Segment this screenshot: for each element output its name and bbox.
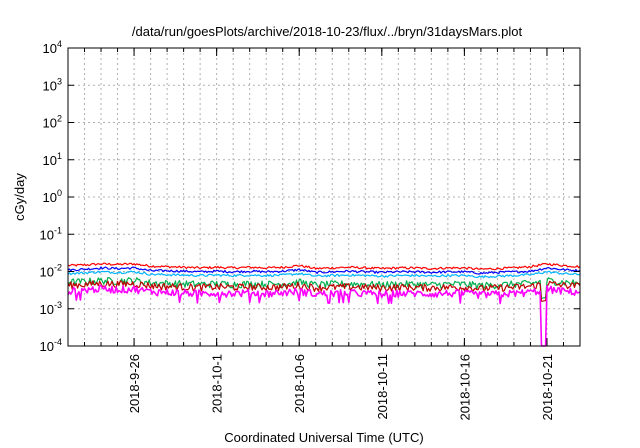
series-line — [67, 266, 581, 275]
y-tick-label: 10-1 — [40, 225, 62, 242]
x-tick-label: 2018-10-21 — [540, 354, 555, 421]
x-axis: 2018-9-26 2018-10-1 2018-10-6 2018-10-11 201… — [84, 48, 564, 421]
x-tick-label: 2018-9-26 — [127, 354, 142, 413]
x-tick-label: 2018-10-6 — [292, 354, 307, 413]
series-group — [67, 262, 581, 347]
x-tick-label: 2018-10-1 — [210, 354, 225, 413]
y-tick-label: 10-2 — [40, 263, 62, 280]
series-line — [67, 280, 581, 302]
y-tick-label: 101 — [43, 151, 62, 168]
series-line — [67, 284, 581, 347]
series-line — [67, 262, 581, 271]
x-axis-label: Coordinated Universal Time (UTC) — [224, 430, 423, 445]
y-tick-label: 10-3 — [40, 300, 62, 317]
y-axis: 10-4 10-3 10-2 10-1 100 101 102 103 104 — [40, 39, 580, 354]
x-tick-label: 2018-10-16 — [457, 354, 472, 421]
series-line — [67, 270, 581, 279]
y-tick-label: 100 — [43, 188, 62, 205]
y-tick-label: 104 — [43, 39, 62, 56]
y-tick-label: 10-4 — [40, 337, 62, 354]
series-line — [67, 277, 581, 299]
y-tick-label: 103 — [43, 76, 62, 93]
x-tick-label: 2018-10-11 — [375, 354, 390, 420]
y-axis-label: cGy/day — [12, 173, 27, 221]
y-tick-label: 102 — [43, 114, 62, 131]
chart-title: /data/run/goesPlots/archive/2018-10-23/f… — [132, 24, 523, 39]
